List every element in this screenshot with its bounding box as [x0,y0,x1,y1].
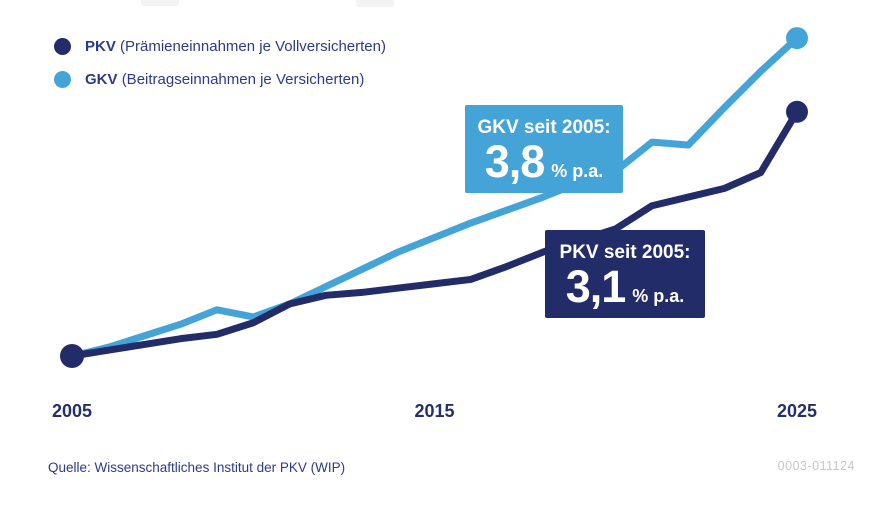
x-tick-2005: 2005 [51,401,93,421]
source-note: Quelle: Wissenschaftliches Institut der … [48,460,346,475]
pkv-growth-value: 3,1 [565,260,627,312]
document-code: 0003-011124 [777,459,855,473]
pkv-legend-dot-icon [54,38,71,55]
series-start-dot [60,344,84,368]
legend-abbr: PKV [85,38,116,55]
pkv-end-dot [786,100,808,123]
gkv-growth-unit: % p.a. [551,160,604,181]
x-tick-2025: 2025 [776,401,818,421]
x-tick-2015: 2015 [414,401,455,421]
cropped-title-remnant [356,0,394,7]
legend-label: GKV (Beitragseinnahmen je Versicherten) [85,71,364,88]
pkv-callout-value-row: 3,1 % p.a. [545,260,705,312]
gkv-callout-box: GKV seit 2005: 3,8 % p.a. [465,105,623,193]
legend-desc: (Beitragseinnahmen je Versicherten) [121,71,365,88]
cropped-title-remnant [141,0,179,6]
pkv-callout-box: PKV seit 2005: 3,1 % p.a. [545,230,705,318]
pkv-line [68,108,801,360]
legend-desc: (Prämieneinnahmen je Vollversicherten) [120,38,386,55]
gkv-callout-title: GKV seit 2005: [477,117,611,138]
legend: PKV (Prämieneinnahmen je Vollversicherte… [54,30,386,96]
legend-abbr: GKV [85,71,118,88]
legend-label: PKV (Prämieneinnahmen je Vollversicherte… [85,38,386,55]
gkv-legend-dot-icon [54,71,71,88]
gkv-line [68,34,801,360]
gkv-callout-value-row: 3,8 % p.a. [465,135,623,187]
gkv-growth-value: 3,8 [484,135,546,187]
legend-item-gkv: GKV (Beitragseinnahmen je Versicherten) [54,63,386,96]
pkv-callout-title: PKV seit 2005: [559,242,691,263]
pkv-growth-unit: % p.a. [632,285,685,306]
legend-item-pkv: PKV (Prämieneinnahmen je Vollversicherte… [54,30,386,63]
gkv-end-dot [786,27,808,50]
